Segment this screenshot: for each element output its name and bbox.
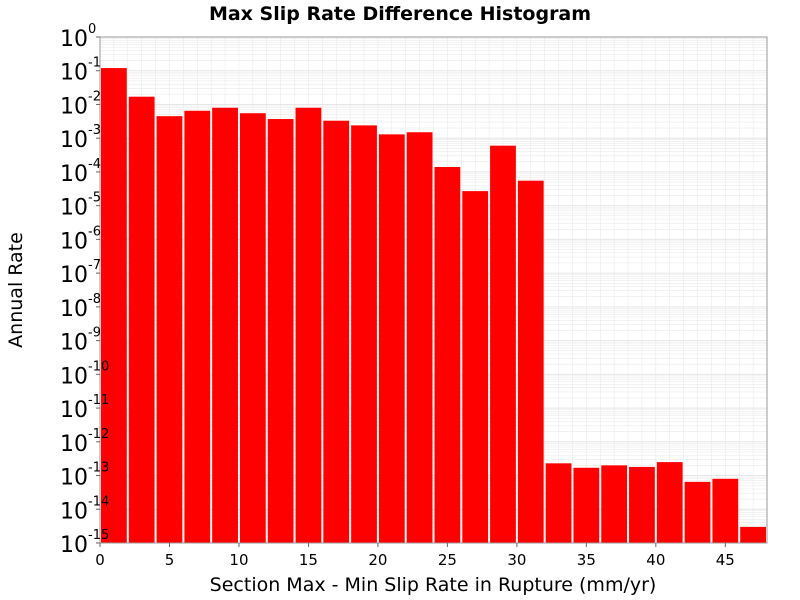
y-tick-label: 10 xyxy=(60,533,88,558)
y-tick-label: 10 xyxy=(60,196,88,221)
y-tick-label: 10 xyxy=(60,94,88,119)
y-tick-exponent: -15 xyxy=(88,528,109,543)
histogram-bar xyxy=(712,478,739,543)
histogram-bar xyxy=(239,113,266,543)
histogram-bar xyxy=(656,462,683,543)
y-tick-label: 10 xyxy=(60,128,88,153)
y-tick-label: 10 xyxy=(60,162,88,187)
histogram-bar xyxy=(684,481,711,543)
y-tick-exponent: -14 xyxy=(88,494,109,509)
y-tick-exponent: -8 xyxy=(88,292,101,307)
y-tick-exponent: -9 xyxy=(88,326,101,341)
y-tick-label: 10 xyxy=(60,364,88,389)
x-tick-label: 20 xyxy=(368,551,387,569)
y-tick-label: 10 xyxy=(60,263,88,288)
histogram-bar xyxy=(351,125,377,543)
histogram-bar xyxy=(156,116,183,543)
y-tick-exponent: -4 xyxy=(88,157,101,172)
y-tick-exponent: -13 xyxy=(88,461,109,476)
y-tick-exponent: -3 xyxy=(88,123,101,138)
y-tick-exponent: -12 xyxy=(88,427,109,442)
histogram-bar xyxy=(517,180,544,543)
bars xyxy=(101,68,766,544)
x-tick-label: 45 xyxy=(716,551,735,569)
chart-title: Max Slip Rate Difference Histogram xyxy=(209,3,591,25)
x-tick-label: 15 xyxy=(299,551,318,569)
x-tick-label: 25 xyxy=(438,551,457,569)
histogram-bar xyxy=(295,107,322,543)
histogram-bar xyxy=(573,467,600,543)
x-axis-label: Section Max - Min Slip Rate in Rupture (… xyxy=(210,574,657,596)
x-tick-label: 10 xyxy=(229,551,248,569)
y-tick-exponent: -10 xyxy=(88,359,109,374)
histogram-bar xyxy=(128,96,155,543)
y-tick-exponent: 0 xyxy=(88,22,96,37)
y-tick-label: 10 xyxy=(60,229,88,254)
y-tick-exponent: -5 xyxy=(88,191,101,206)
histogram-bar xyxy=(267,119,294,544)
x-tick-label: 30 xyxy=(507,551,526,569)
y-tick-label: 10 xyxy=(60,297,88,322)
histogram-bar xyxy=(212,107,238,543)
x-tick-label: 0 xyxy=(95,551,105,569)
y-tick-label: 10 xyxy=(60,27,88,52)
y-axis-label: Annual Rate xyxy=(5,232,27,348)
y-tick-label: 10 xyxy=(60,61,88,86)
histogram-bar xyxy=(406,132,433,543)
x-axis-ticks: 0 5 10 15 20 25 30 35 40 45 xyxy=(95,543,735,569)
x-tick-label: 35 xyxy=(577,551,596,569)
y-tick-label: 10 xyxy=(60,331,88,356)
histogram-bar xyxy=(490,145,516,543)
y-tick-exponent: -11 xyxy=(88,393,109,408)
y-tick-label: 10 xyxy=(60,466,88,491)
x-tick-label: 5 xyxy=(165,551,175,569)
histogram-bar xyxy=(323,120,350,543)
histogram-bar xyxy=(629,466,655,543)
x-tick-label: 40 xyxy=(646,551,665,569)
y-tick-label: 10 xyxy=(60,432,88,457)
histogram-bar xyxy=(378,134,405,543)
y-tick-exponent: -1 xyxy=(88,56,101,71)
y-axis-ticks: 10 010 -110 -210 -310 -410 -510 -610 -710 -810 -91… xyxy=(60,22,109,558)
histogram-bar xyxy=(601,465,628,543)
y-tick-exponent: -7 xyxy=(88,258,101,273)
histogram-bar xyxy=(184,110,211,544)
y-tick-exponent: -2 xyxy=(88,89,101,104)
y-tick-exponent: -6 xyxy=(88,224,101,239)
histogram-bar xyxy=(101,68,127,543)
histogram-bar xyxy=(545,463,572,543)
y-tick-label: 10 xyxy=(60,398,88,423)
histogram-bar xyxy=(462,191,489,543)
histogram-bar xyxy=(434,167,461,543)
plot-frame xyxy=(99,36,768,544)
histogram-bar xyxy=(740,526,766,543)
y-tick-label: 10 xyxy=(60,499,88,524)
